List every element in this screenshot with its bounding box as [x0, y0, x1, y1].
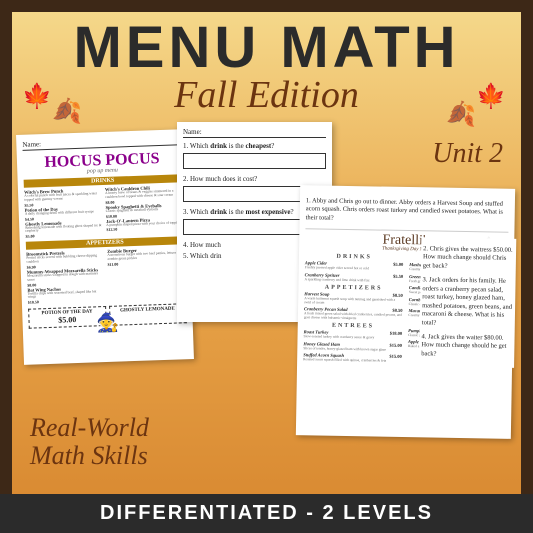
- hocus-menu-sheet: Name: HOCUS POCUS pop up menu DRINKS Wit…: [16, 129, 194, 365]
- product-frame: MENU MATH Fall Edition 🍁 🍂 🍁 🍂 Unit 2 Na…: [0, 0, 533, 533]
- tagline: Real-World Math Skills: [30, 414, 149, 471]
- word-problem-3: 3. Jack orders for his family. He orders…: [422, 277, 514, 329]
- item-price: $15.00: [389, 354, 401, 359]
- word-problems-overlay: 2. Chris gives the waitress $50.00. How …: [419, 237, 516, 368]
- footer-banner: DIFFERENTIATED - 2 LEVELS: [0, 494, 533, 533]
- coupon-label: GHOSTLY LEMONADE: [112, 307, 184, 314]
- coupon: GHOSTLY LEMONADE: [109, 303, 187, 326]
- item-desc: A warm butternut squash soup with nutmeg…: [304, 298, 403, 307]
- menu-col-left: Witch's Brew Punch A colorful punch with…: [24, 187, 103, 239]
- leaf-icon: 🍁: [476, 82, 506, 111]
- question-1: 1. Which drink is the cheapest?: [183, 142, 326, 150]
- item-price: $5.50: [393, 274, 403, 279]
- leaf-icon: 🍂: [52, 97, 82, 126]
- item-desc: A sparkling cranberry and lime drink wit…: [305, 278, 404, 283]
- menu-columns: Witch's Brew Punch A colorful punch with…: [24, 184, 184, 239]
- cauldron-icon: 🧙: [96, 313, 119, 335]
- inner-panel: MENU MATH Fall Edition 🍁 🍂 🍁 🍂 Unit 2 Na…: [12, 12, 521, 521]
- name-field: Name:: [22, 135, 180, 151]
- menu-col-right: Witch's Cauldron Chili A hearty brew of …: [105, 184, 184, 236]
- tagline-line1: Real-World: [30, 414, 149, 443]
- menu-columns: Broomstick Pretzels Pretzel sticks serve…: [26, 246, 186, 305]
- item-price: $5.00: [393, 262, 403, 267]
- coupon: POTION OF THE DAY $5.00: [28, 306, 106, 329]
- leaf-icon: 🍁: [22, 82, 52, 111]
- item-desc: Slices of tender, honey-glazed ham with …: [303, 347, 402, 352]
- fratelli-sheet: 1. Abby and Chris go out to dinner. Abby…: [296, 185, 515, 439]
- unit-label: Unit 2: [432, 138, 503, 170]
- menu-col-right: Zombie Burger A monstrous burger with tw…: [107, 246, 186, 302]
- item-desc: Roasted acorn squash filled with quinoa,…: [303, 359, 402, 364]
- menu-col-left: Broomstick Pretzels Pretzel sticks serve…: [26, 249, 105, 305]
- item-price: $15.00: [390, 343, 402, 348]
- item-desc: A fresh mixed green salad with dried cra…: [304, 313, 403, 322]
- word-problem-4: 4. Jack gives the waiter $80.00. How muc…: [421, 333, 512, 360]
- word-problem-2: 2. Chris gives the waitress $50.00. How …: [423, 245, 514, 272]
- question-2: 2. How much does it cost?: [183, 175, 326, 183]
- leaf-icon: 🍂: [446, 100, 476, 129]
- fratelli-left: DRINKS Apple Cider$5.00 Freshly pressed …: [303, 251, 403, 366]
- answer-box: [183, 153, 326, 169]
- item-desc: Slow-roasted turkey with cranberry sauce…: [304, 336, 403, 341]
- tagline-line2: Math Skills: [30, 442, 149, 471]
- word-problem-1: 1. Abby and Chris go out to dinner. Abby…: [306, 197, 509, 226]
- name-field: Name:: [183, 128, 326, 138]
- main-title: MENU MATH: [12, 12, 521, 81]
- item-price: $18.00: [390, 331, 402, 336]
- item-desc: Freshly pressed apple cider served hot o…: [305, 267, 404, 272]
